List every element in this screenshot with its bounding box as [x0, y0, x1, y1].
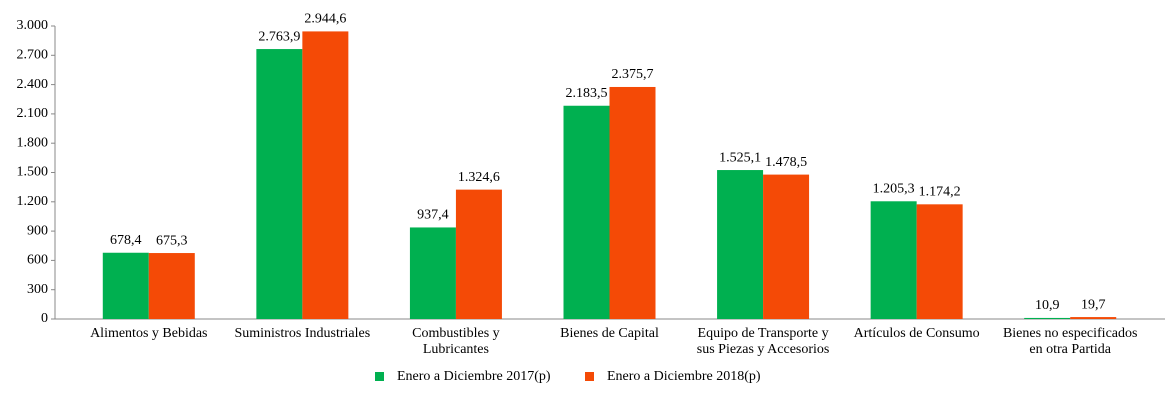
x-tick-label: Combustibles y Lubricantes — [412, 326, 500, 357]
bar — [1070, 317, 1117, 319]
bar — [563, 105, 610, 319]
value-label: 2.763,9 — [258, 29, 300, 44]
value-label: 10,9 — [1035, 298, 1060, 313]
y-tick-label: 1.500 — [17, 165, 49, 180]
value-label: 1.525,1 — [719, 150, 761, 165]
bar — [455, 189, 502, 319]
legend-label: Enero a Diciembre 2017(p) — [397, 369, 551, 384]
y-tick-label: 2.100 — [17, 106, 49, 121]
value-label: 2.944,6 — [304, 12, 346, 27]
value-label: 1.478,5 — [765, 155, 807, 170]
bar — [763, 174, 810, 319]
value-label: 678,4 — [110, 233, 142, 248]
value-label: 19,7 — [1081, 297, 1106, 312]
value-label: 2.375,7 — [612, 67, 654, 82]
y-tick-label: 2.700 — [17, 48, 49, 63]
bar — [302, 31, 349, 319]
bar — [1024, 317, 1071, 319]
y-tick-label: 0 — [41, 311, 48, 326]
y-tick-label: 1.800 — [17, 135, 49, 150]
bar — [256, 49, 303, 319]
bar — [102, 252, 149, 319]
x-tick-label: Alimentos y Bebidas — [90, 326, 208, 341]
x-tick-label: Bienes no especificados en otra Partida — [1002, 326, 1138, 357]
value-label: 1.174,2 — [919, 185, 961, 200]
y-tick-label: 900 — [27, 223, 48, 238]
x-tick-label: Artículos de Consumo — [853, 326, 980, 341]
bar — [409, 227, 456, 319]
x-tick-label: Suministros Industriales — [234, 326, 371, 341]
legend-label: Enero a Diciembre 2018(p) — [607, 369, 761, 384]
legend-swatch — [375, 372, 384, 381]
y-tick-label: 600 — [27, 253, 48, 268]
value-label: 2.183,5 — [566, 86, 608, 101]
value-label: 1.324,6 — [458, 170, 500, 185]
bar — [916, 204, 963, 319]
value-label: 675,3 — [156, 233, 188, 248]
x-tick-label: Equipo de Transporte y sus Piezas y Acce… — [696, 326, 830, 357]
value-label: 1.205,3 — [873, 182, 915, 197]
y-tick-label: 300 — [27, 282, 48, 297]
bar — [148, 253, 195, 319]
bar — [870, 201, 917, 319]
bar — [609, 86, 656, 319]
y-tick-label: 3.000 — [17, 18, 49, 33]
x-tick-label: Bienes de Capital — [560, 326, 659, 341]
bar — [717, 170, 764, 319]
y-tick-label: 1.200 — [17, 194, 49, 209]
y-tick-label: 2.400 — [17, 77, 49, 92]
legend-swatch — [585, 372, 594, 381]
value-label: 937,4 — [417, 208, 449, 223]
